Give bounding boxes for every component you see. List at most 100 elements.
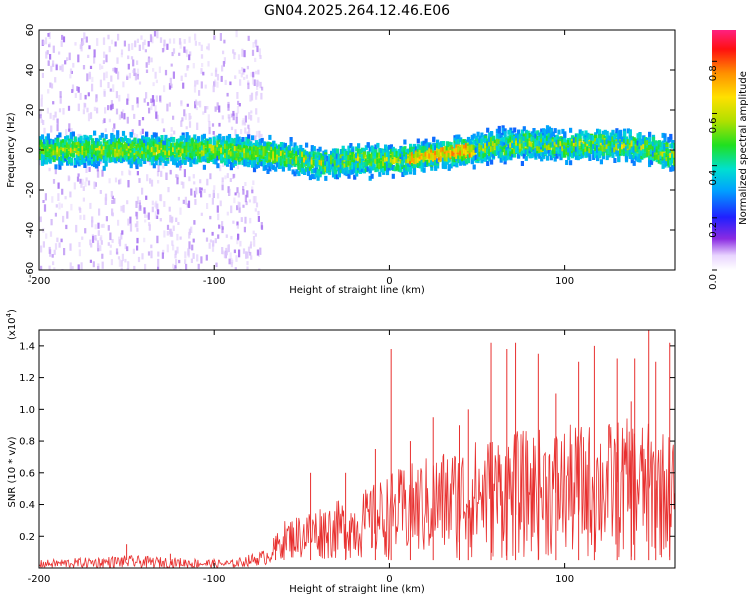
spectral-cell [204,154,208,160]
spectral-cell [322,150,326,156]
spectral-cell [445,148,449,154]
spectral-cell [559,154,563,159]
noise-speck [246,65,249,70]
noise-speck [187,200,191,208]
noise-speck [104,107,107,114]
spectral-cell [486,141,490,147]
noise-speck [228,117,231,123]
spectral-cell [112,134,116,140]
noise-speck [156,215,159,219]
noise-speck [154,71,157,79]
spectral-cell [459,150,463,156]
spectral-cell [333,151,338,157]
spectral-cell [490,159,494,165]
noise-speck [61,34,64,40]
spectral-cell [193,158,197,164]
spectral-cell [411,161,415,167]
noise-speck [109,88,112,92]
spectral-cell [54,143,58,148]
noise-speck [111,199,114,204]
spectral-cell [143,139,147,145]
spectral-cell [416,157,420,163]
spectral-cell [331,155,336,161]
spectral-cell [58,142,62,148]
spectral-cell [463,148,467,154]
spectral-cell [528,132,532,138]
spectral-cell [289,137,293,142]
spectral-cell [532,140,536,146]
noise-speck [238,207,241,213]
spectral-cell [453,154,457,160]
spectral-cell [181,134,185,140]
spectral-cell [574,137,578,143]
spectral-cell [119,156,124,162]
spectral-cell [459,160,463,166]
spectral-cell [349,150,353,156]
spectral-cell [260,153,264,159]
noise-speck [154,211,157,219]
noise-speck [190,258,193,263]
spectral-cell [341,145,345,151]
noise-speck [120,267,123,270]
spectral-cell [472,145,476,151]
spectral-cell [318,155,322,161]
spectral-cell [520,143,524,149]
spectral-cell [268,134,272,140]
spectral-cell [278,157,282,163]
spectral-cell [468,152,472,158]
spectral-cell [152,156,156,162]
noise-speck [150,250,153,259]
spectral-cell [397,166,401,172]
noise-speck [162,249,165,254]
noise-speck [241,67,244,72]
spectral-cell [312,153,316,159]
spectral-cell [94,150,99,156]
spectral-cell [488,148,492,154]
spectral-cell [237,150,241,156]
noise-speck [78,242,81,248]
spectral-cell [62,139,66,145]
noise-speck [110,39,114,45]
spectral-cell [123,155,127,160]
noise-speck [127,180,130,188]
spectral-cell [476,153,480,159]
noise-speck [157,266,160,270]
spectral-cell [418,161,422,167]
spectral-cell [486,138,490,144]
noise-speck [168,38,172,44]
noise-speck [247,246,251,253]
noise-speck [171,52,174,57]
spectral-cell [245,141,249,147]
noise-speck [119,178,122,184]
noise-speck [226,92,229,97]
spectral-cell [366,151,370,157]
spectral-cell [274,158,278,164]
noise-speck [206,178,209,186]
spectral-cell [71,152,75,158]
spectral-cell [524,155,528,161]
spectral-cell [85,156,89,162]
spectral-cell [424,154,428,160]
spectral-cell [225,135,230,141]
noise-speck [42,120,45,125]
spectral-cell [220,139,224,145]
spectral-cell [405,165,409,171]
spectral-cell [530,131,534,137]
spectral-cell [75,154,79,160]
noise-speck [195,107,198,111]
spectral-cell [102,165,106,171]
spectral-cell [202,164,206,170]
noise-speck [209,173,212,180]
noise-speck [258,130,261,138]
noise-speck [231,259,234,264]
spectral-cell [191,141,195,147]
spectral-cell [441,141,445,146]
noise-speck [68,123,71,131]
spectral-cell [437,142,442,148]
spectral-cell [337,156,341,162]
noise-speck [246,261,249,266]
spectral-cell [526,134,530,140]
spectral-cell [547,142,551,147]
noise-speck [56,124,59,132]
spectral-cell [540,151,544,156]
